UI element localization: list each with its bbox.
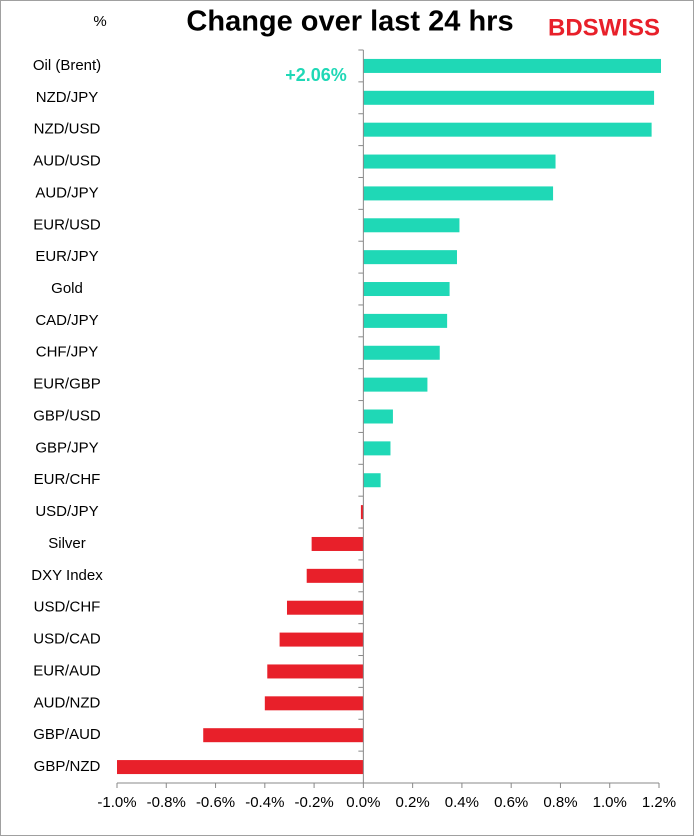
x-tick-label: 0.2% [396, 794, 430, 811]
y-tick-label: NZD/USD [34, 121, 101, 138]
y-tick-label: NZD/JPY [36, 89, 99, 106]
bar [363, 441, 391, 456]
x-tick-label: 0.4% [445, 794, 479, 811]
bar [311, 536, 364, 551]
y-tick-label: EUR/AUD [33, 662, 101, 679]
chart-title: Change over last 24 hrs [186, 6, 513, 38]
x-tick-label: -1.0% [97, 794, 136, 811]
bar [267, 664, 364, 679]
bar [360, 505, 364, 520]
y-tick-label: USD/CHF [34, 599, 101, 616]
y-tick-label: Silver [48, 535, 86, 552]
y-tick-label: EUR/GBP [33, 376, 101, 393]
bar [363, 186, 554, 201]
x-tick-label: 1.0% [593, 794, 627, 811]
y-tick-label: CAD/JPY [35, 312, 98, 329]
x-tick-label: 0.6% [494, 794, 528, 811]
bar [203, 728, 364, 743]
unit-label: % [93, 13, 106, 30]
bar [286, 600, 364, 615]
bar [117, 760, 364, 775]
bar [363, 282, 450, 297]
x-tick-label: 0.0% [346, 794, 380, 811]
bar [363, 473, 381, 488]
bar [279, 632, 364, 647]
x-tick-label: -0.4% [245, 794, 284, 811]
y-tick-label: AUD/NZD [34, 694, 101, 711]
x-tick-label: -0.8% [147, 794, 186, 811]
y-tick-label: EUR/USD [33, 216, 101, 233]
bar [363, 377, 428, 392]
x-tick-label: 0.8% [543, 794, 577, 811]
bar [363, 58, 661, 73]
y-tick-label: CHF/JPY [36, 344, 99, 361]
bar [363, 122, 652, 137]
plot-area [117, 58, 661, 775]
y-tick-label: AUD/USD [33, 153, 101, 170]
bar [264, 696, 364, 711]
bar [363, 313, 448, 328]
bar [306, 568, 364, 583]
bar [363, 218, 460, 233]
annotation: +2.06% [285, 65, 347, 85]
bar [363, 345, 440, 360]
y-tick-label: DXY Index [31, 567, 103, 584]
bar [363, 90, 655, 105]
y-tick-label: USD/CAD [33, 631, 101, 648]
y-tick-label: EUR/JPY [35, 248, 98, 265]
y-tick-label: AUD/JPY [35, 184, 98, 201]
x-tick-label: -0.6% [196, 794, 235, 811]
bar [363, 250, 457, 265]
y-tick-label: USD/JPY [35, 503, 98, 520]
y-tick-label: GBP/JPY [35, 439, 98, 456]
y-tick-label: GBP/NZD [34, 758, 101, 775]
y-tick-label: GBP/AUD [33, 726, 101, 743]
bar [363, 154, 556, 169]
y-tick-label: Oil (Brent) [33, 57, 101, 74]
bar [363, 409, 393, 424]
logo: BDSWISS [548, 14, 660, 41]
x-tick-label: -0.2% [294, 794, 333, 811]
x-tick-label: 1.2% [642, 794, 676, 811]
y-tick-label: EUR/CHF [34, 471, 101, 488]
y-tick-label: Gold [51, 280, 83, 297]
y-tick-label: GBP/USD [33, 407, 101, 424]
